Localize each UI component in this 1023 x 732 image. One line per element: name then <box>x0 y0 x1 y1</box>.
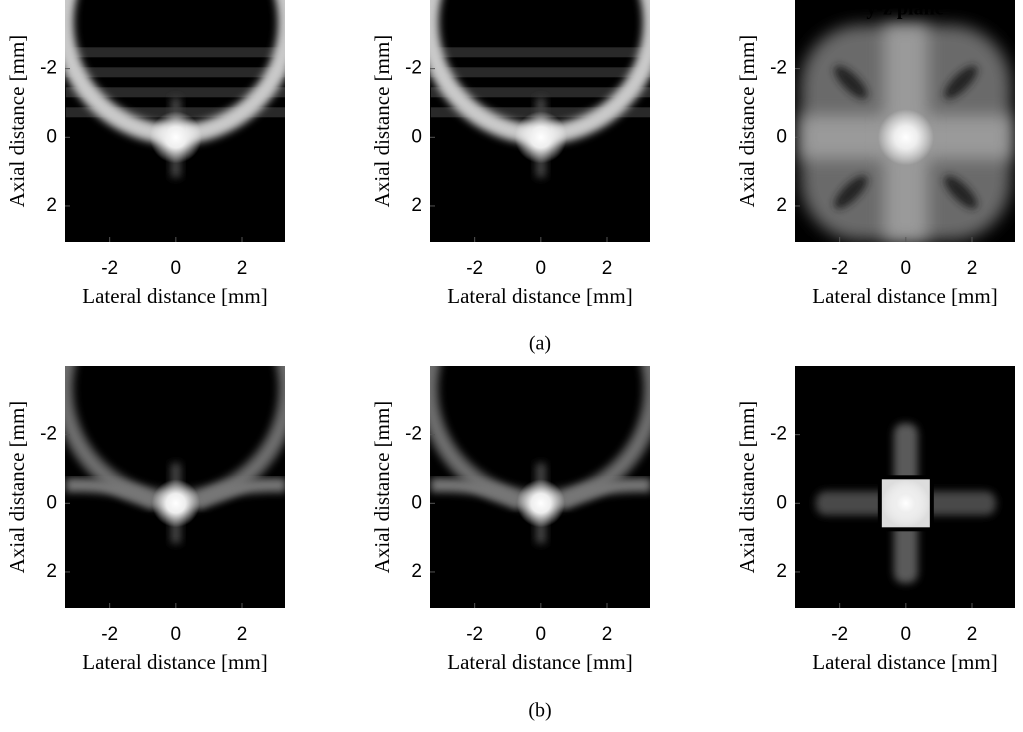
y-tick-label: 0 <box>46 126 57 147</box>
y-axis-label: Axial distance [mm] <box>5 401 29 574</box>
panel <box>64 276 288 608</box>
band <box>431 67 651 77</box>
x-tick-label: 0 <box>536 258 547 279</box>
panel <box>429 0 653 242</box>
band <box>431 47 651 57</box>
y-tick-label: 2 <box>776 195 787 216</box>
focal-spot <box>882 479 930 527</box>
y-tick-label: 2 <box>411 561 422 582</box>
panel-title: x-y plane <box>136 0 214 20</box>
y-axis-label: Axial distance [mm] <box>370 35 394 208</box>
x-tick-label: -2 <box>101 258 118 279</box>
focal-spot <box>152 479 200 527</box>
x-tick-label: 2 <box>602 624 613 645</box>
x-tick-label: 2 <box>237 624 248 645</box>
focal-spot <box>517 479 565 527</box>
y-tick-label: -2 <box>405 58 422 79</box>
x-tick-label: 2 <box>967 258 978 279</box>
y-tick-label: 2 <box>411 195 422 216</box>
x-axis-label: Lateral distance [mm] <box>447 284 632 308</box>
y-tick-label: 2 <box>776 561 787 582</box>
y-tick-label: 0 <box>776 492 787 513</box>
x-axis-label: Lateral distance [mm] <box>812 650 997 674</box>
panel-title: x-z plane <box>501 0 578 20</box>
y-axis-label: Axial distance [mm] <box>735 35 759 208</box>
y-tick-label: 0 <box>776 126 787 147</box>
y-tick-label: 0 <box>411 126 422 147</box>
panel <box>795 366 1015 608</box>
y-tick-label: -2 <box>770 424 787 445</box>
y-axis-label: Axial distance [mm] <box>370 401 394 574</box>
y-tick-label: 2 <box>46 561 57 582</box>
y-tick-label: -2 <box>770 58 787 79</box>
x-tick-label: 2 <box>967 624 978 645</box>
x-tick-label: 2 <box>237 258 248 279</box>
panel <box>429 276 653 608</box>
panel-title: x-z plane <box>501 364 578 386</box>
x-tick-label: -2 <box>466 624 483 645</box>
y-axis-label: Axial distance [mm] <box>5 35 29 208</box>
band <box>66 47 286 57</box>
x-tick-label: 0 <box>901 624 912 645</box>
y-tick-label: 2 <box>46 195 57 216</box>
x-tick-label: -2 <box>466 258 483 279</box>
panel-title: x-y plane <box>136 364 214 386</box>
panel <box>64 0 288 242</box>
caption: (b) <box>528 700 551 722</box>
x-tick-label: 0 <box>171 258 182 279</box>
focal-spot <box>515 111 567 163</box>
panel <box>795 0 1015 242</box>
x-axis-label: Lateral distance [mm] <box>812 284 997 308</box>
x-tick-label: -2 <box>831 258 848 279</box>
y-tick-label: -2 <box>40 58 57 79</box>
y-axis-label: Axial distance [mm] <box>735 401 759 574</box>
figure: (a) (b) x-y plane -2 0 2 -2 0 2 Lateral distanc… <box>0 0 1023 732</box>
x-axis-label: Lateral distance [mm] <box>447 650 632 674</box>
band <box>66 67 286 77</box>
x-tick-label: -2 <box>101 624 118 645</box>
panel-title: y-z plane <box>866 0 943 20</box>
y-tick-label: -2 <box>40 424 57 445</box>
x-tick-label: 0 <box>536 624 547 645</box>
y-tick-label: -2 <box>405 424 422 445</box>
x-tick-label: 0 <box>901 258 912 279</box>
x-tick-label: 0 <box>171 624 182 645</box>
caption: (a) <box>529 333 551 355</box>
focal-spot <box>150 111 202 163</box>
y-tick-label: 0 <box>46 492 57 513</box>
x-tick-label: -2 <box>831 624 848 645</box>
x-axis-label: Lateral distance [mm] <box>82 650 267 674</box>
focal-spot <box>878 109 934 165</box>
x-axis-label: Lateral distance [mm] <box>82 284 267 308</box>
y-tick-label: 0 <box>411 492 422 513</box>
panel-title: y-z plane <box>866 364 943 386</box>
x-tick-label: 2 <box>602 258 613 279</box>
